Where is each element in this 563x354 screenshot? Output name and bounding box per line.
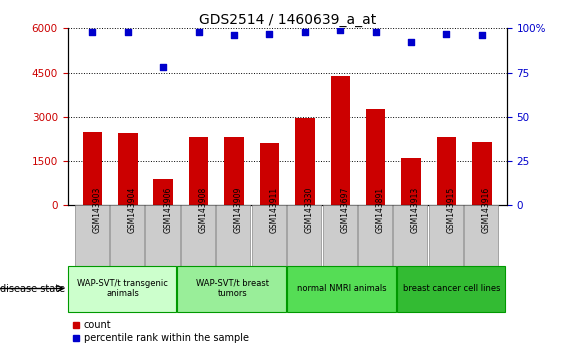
Text: GSM143903: GSM143903 (92, 187, 101, 233)
Bar (287, 266, 396, 312)
Bar (323, 205, 356, 266)
Point (371, 29, 380, 35)
Bar (394, 205, 427, 266)
Bar (110, 205, 144, 266)
Bar (366, 109, 386, 205)
Bar (429, 205, 463, 266)
Bar (189, 137, 208, 205)
Point (477, 33, 486, 38)
Text: disease state: disease state (0, 284, 65, 293)
Point (230, 33, 239, 38)
Text: normal NMRI animals: normal NMRI animals (297, 284, 387, 293)
Bar (252, 205, 286, 266)
Bar (401, 158, 421, 205)
Bar (287, 205, 321, 266)
Bar (177, 266, 286, 312)
Bar (118, 133, 137, 205)
Point (194, 29, 203, 35)
Point (406, 40, 415, 45)
Bar (397, 266, 506, 312)
Bar (83, 132, 102, 205)
Text: breast cancer cell lines: breast cancer cell lines (403, 284, 501, 293)
Text: GSM143911: GSM143911 (270, 187, 279, 233)
Bar (216, 205, 251, 266)
Bar (260, 143, 279, 205)
Text: GSM143330: GSM143330 (305, 187, 314, 233)
Bar (464, 205, 498, 266)
Legend: count, percentile rank within the sample: count, percentile rank within the sample (68, 316, 252, 347)
Point (265, 31, 274, 36)
Bar (358, 205, 392, 266)
Text: WAP-SVT/t transgenic
animals: WAP-SVT/t transgenic animals (77, 279, 168, 298)
Bar (145, 205, 180, 266)
Text: GSM143891: GSM143891 (376, 187, 385, 233)
Title: GDS2514 / 1460639_a_at: GDS2514 / 1460639_a_at (199, 13, 376, 27)
Point (336, 27, 345, 33)
Point (442, 31, 451, 36)
Point (88, 29, 97, 35)
Point (300, 29, 309, 35)
Bar (437, 137, 456, 205)
Bar (68, 266, 176, 312)
Text: GSM143915: GSM143915 (446, 187, 455, 233)
Bar (154, 179, 173, 205)
Text: WAP-SVT/t breast
tumors: WAP-SVT/t breast tumors (196, 279, 269, 298)
Point (159, 64, 168, 70)
Bar (472, 142, 491, 205)
Point (123, 29, 132, 35)
Text: GSM143697: GSM143697 (340, 187, 349, 233)
Bar (75, 205, 109, 266)
Bar (330, 75, 350, 205)
Text: GSM143909: GSM143909 (234, 187, 243, 233)
Text: GSM143904: GSM143904 (128, 187, 137, 233)
Text: GSM143916: GSM143916 (482, 187, 491, 233)
Bar (181, 205, 215, 266)
Text: GSM143906: GSM143906 (163, 187, 172, 233)
Bar (295, 118, 315, 205)
Text: GSM143908: GSM143908 (199, 187, 208, 233)
Bar (224, 137, 244, 205)
Text: GSM143913: GSM143913 (411, 187, 420, 233)
